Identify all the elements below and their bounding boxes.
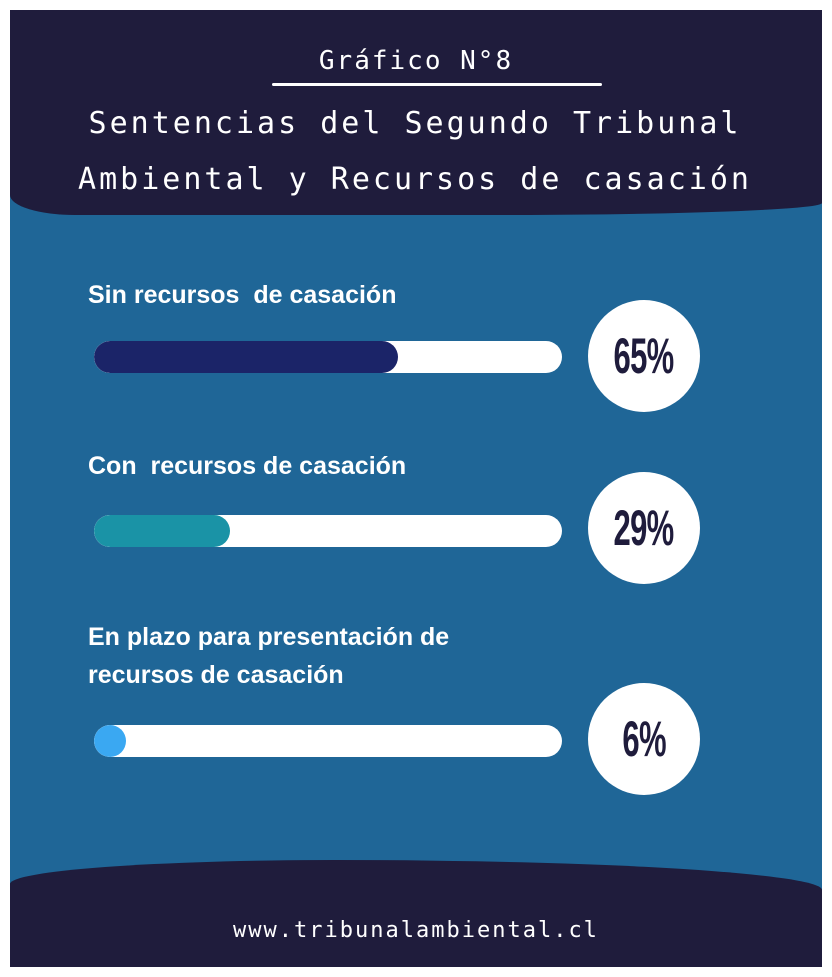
value-badge: 6% — [588, 683, 700, 795]
bar-track — [94, 515, 562, 547]
footer-band — [10, 860, 822, 967]
value-badge: 29% — [588, 472, 700, 584]
infographic: Gráfico N°8 Sentencias del Segundo Tribu… — [10, 10, 822, 967]
value-label: 65% — [613, 328, 675, 384]
value-label: 6% — [622, 711, 666, 767]
chart-title: Gráfico N°8 — [318, 46, 514, 76]
title-underline — [272, 83, 602, 86]
bar-track — [94, 341, 562, 373]
bar — [94, 341, 399, 373]
value-label: 29% — [613, 500, 675, 556]
header-band — [10, 10, 822, 215]
chart-subtitle: Sentencias del Segundo Tribunal Ambienta… — [78, 106, 752, 197]
bar-track — [94, 725, 562, 757]
category-label: Sin recursos de casación — [88, 281, 397, 309]
bar — [94, 725, 126, 757]
footer: www.tribunalambiental.cl — [233, 918, 599, 943]
category-label: En plazo para presentación de recursos d… — [88, 623, 457, 689]
category-label: Con recursos de casación — [88, 452, 407, 480]
value-badge: 65% — [588, 300, 700, 412]
bar — [94, 515, 230, 547]
